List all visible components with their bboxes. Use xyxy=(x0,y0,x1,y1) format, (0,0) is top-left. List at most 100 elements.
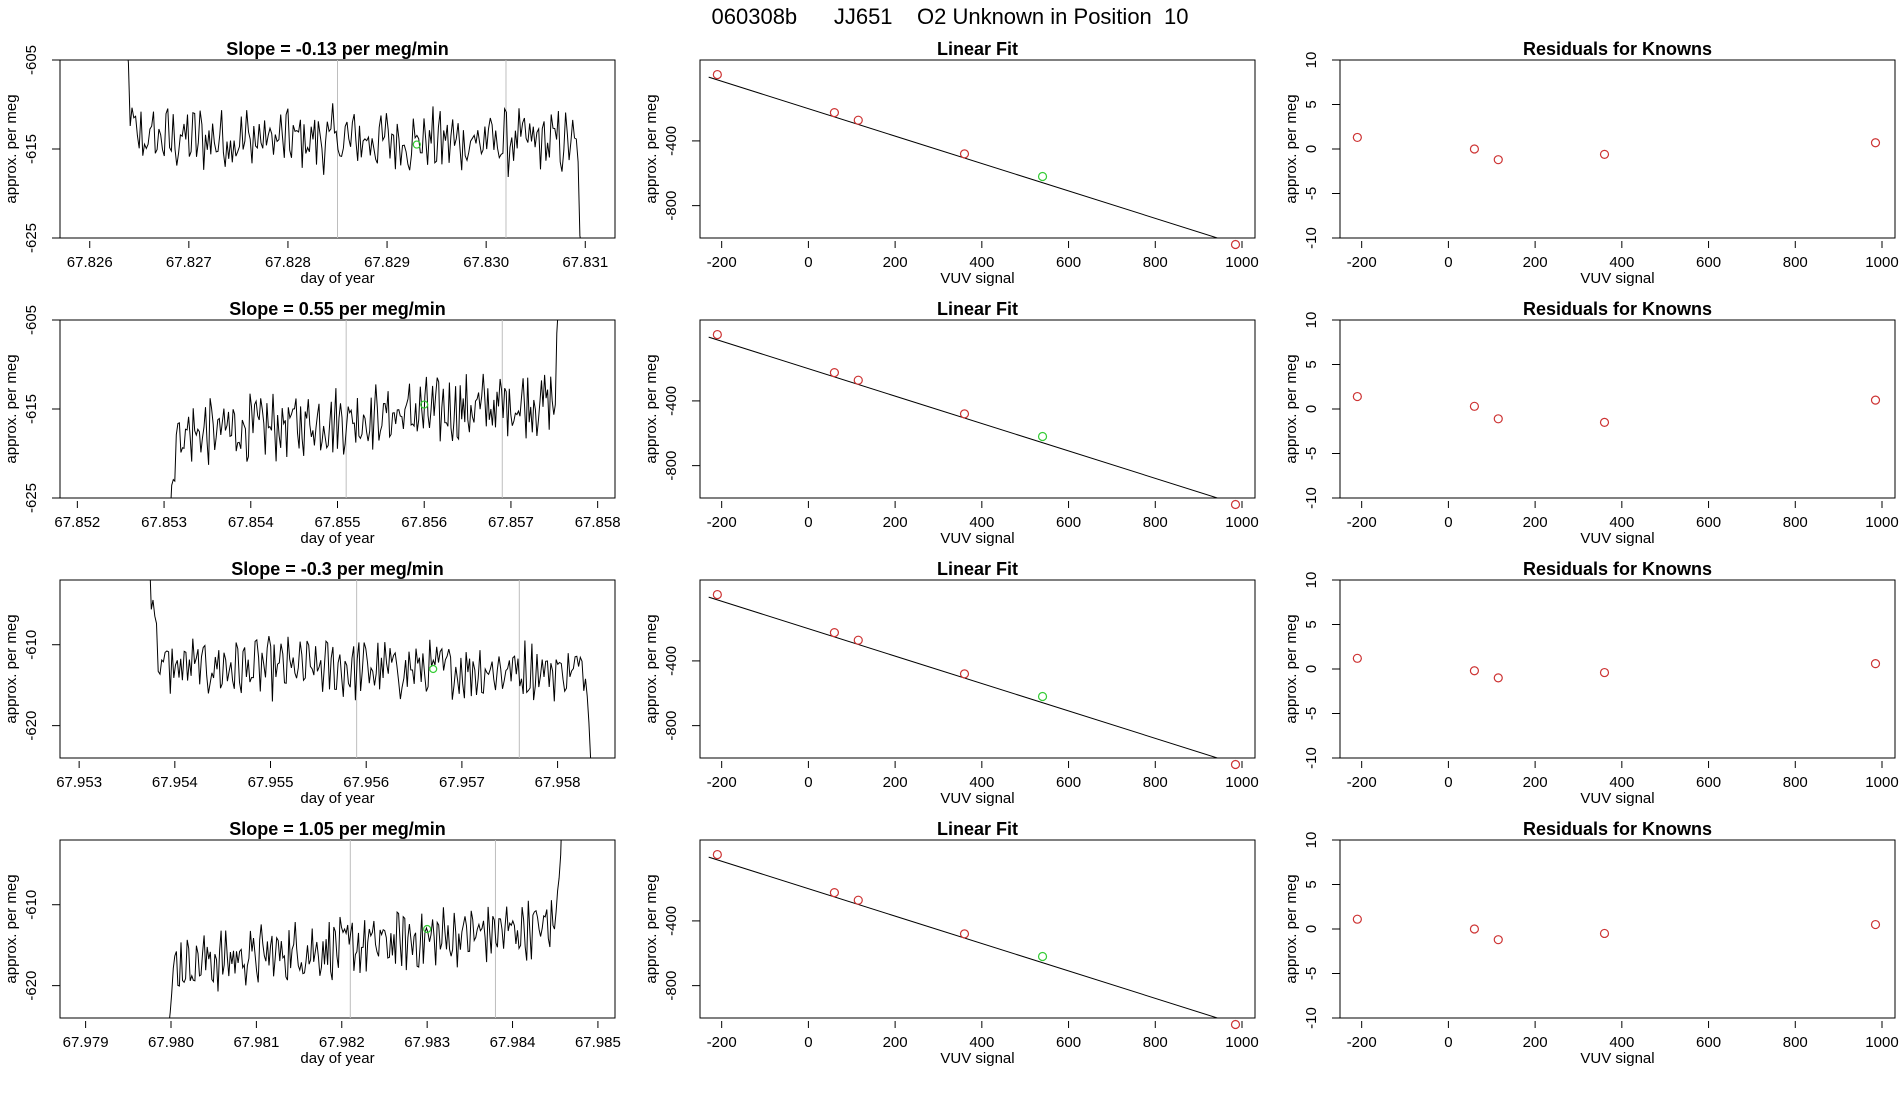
x-tick-label: 800 xyxy=(1143,1034,1168,1051)
x-axis-label: VUV signal xyxy=(940,270,1014,287)
y-tick-label: -10 xyxy=(1303,1007,1320,1029)
x-tick-label: 400 xyxy=(969,774,994,791)
x-tick-label: 200 xyxy=(1523,254,1548,271)
x-tick-label: 1000 xyxy=(1865,774,1898,791)
x-axis-label: VUV signal xyxy=(940,530,1014,547)
x-tick-label: 67.957 xyxy=(439,774,485,791)
y-tick-label: -400 xyxy=(663,646,680,676)
y-tick-label: 5 xyxy=(1303,100,1320,108)
y-tick-label: 5 xyxy=(1303,620,1320,628)
y-tick-label: 0 xyxy=(1303,665,1320,673)
known-point xyxy=(959,929,970,939)
y-axis-label: approx. per meg xyxy=(3,874,20,983)
x-tick-label: 800 xyxy=(1143,514,1168,531)
x-tick-label: 67.956 xyxy=(343,774,389,791)
plot-title: Residuals for Knowns xyxy=(1523,559,1712,579)
x-tick-label: 400 xyxy=(969,514,994,531)
x-tick-label: 1000 xyxy=(1865,1034,1898,1051)
residual-point xyxy=(1469,924,1480,934)
y-tick-label: -625 xyxy=(23,483,40,513)
x-tick-label: 0 xyxy=(804,774,812,791)
y-tick-label: -5 xyxy=(1303,707,1320,720)
fit-line xyxy=(708,336,1220,498)
plot-title: Linear Fit xyxy=(937,299,1018,319)
y-tick-label: -615 xyxy=(23,394,40,424)
x-axis-label: day of year xyxy=(300,790,374,807)
x-tick-label: 67.826 xyxy=(67,254,113,271)
unknown-point xyxy=(1037,171,1048,182)
x-axis-label: VUV signal xyxy=(1580,1050,1654,1067)
x-tick-label: 600 xyxy=(1056,1034,1081,1051)
y-tick-label: 0 xyxy=(1303,405,1320,413)
y-tick-label: 10 xyxy=(1303,572,1320,589)
y-tick-label: -5 xyxy=(1303,187,1320,200)
plot-frame xyxy=(59,839,616,1019)
x-tick-label: 67.981 xyxy=(233,1034,279,1051)
x-tick-label: 1000 xyxy=(1225,514,1258,531)
known-point xyxy=(712,849,722,860)
plot-frame xyxy=(1339,579,1896,759)
x-tick-label: 1000 xyxy=(1865,254,1898,271)
residual-point xyxy=(1870,919,1881,930)
x-tick-label: 67.958 xyxy=(535,774,581,791)
plot-frame xyxy=(59,319,616,499)
unknown-point xyxy=(1037,691,1048,702)
residual-point xyxy=(1599,417,1610,427)
x-tick-label: 67.855 xyxy=(315,514,361,531)
x-axis-label: VUV signal xyxy=(940,790,1014,807)
series-line xyxy=(127,60,581,238)
x-tick-label: 400 xyxy=(1609,254,1634,271)
x-tick-label: 0 xyxy=(1444,1034,1452,1051)
plot-frame xyxy=(699,59,1256,239)
plot-frame xyxy=(699,579,1256,759)
x-tick-label: 800 xyxy=(1783,774,1808,791)
x-tick-label: 200 xyxy=(883,254,908,271)
residual-point xyxy=(1599,667,1610,678)
x-tick-label: 800 xyxy=(1143,774,1168,791)
plot-frame xyxy=(59,579,616,759)
x-tick-label: 0 xyxy=(804,1034,812,1051)
x-tick-label: 0 xyxy=(804,514,812,531)
x-tick-label: 400 xyxy=(969,1034,994,1051)
x-axis-label: VUV signal xyxy=(1580,270,1654,287)
known-point xyxy=(1230,499,1241,510)
residual-point xyxy=(1599,928,1610,939)
residual-point xyxy=(1870,659,1881,669)
y-axis-label: approx. per meg xyxy=(643,354,660,463)
plot-frame xyxy=(1339,59,1896,239)
residual-point xyxy=(1493,673,1503,683)
x-tick-label: 400 xyxy=(969,254,994,271)
plot-title: Residuals for Knowns xyxy=(1523,39,1712,59)
x-tick-label: -200 xyxy=(707,514,737,531)
x-tick-label: 600 xyxy=(1696,254,1721,271)
fit-line xyxy=(708,76,1220,238)
y-tick-label: -5 xyxy=(1303,447,1320,460)
x-axis-label: VUV signal xyxy=(940,1050,1014,1067)
y-axis-label: approx. per meg xyxy=(3,94,20,203)
plot-title: Slope = -0.3 per meg/min xyxy=(231,559,444,579)
x-tick-label: 0 xyxy=(1444,254,1452,271)
y-tick-label: -800 xyxy=(663,971,680,1001)
known-point xyxy=(853,895,863,905)
plot-frame xyxy=(1339,839,1896,1019)
x-tick-label: 200 xyxy=(1523,1034,1548,1051)
y-tick-label: -620 xyxy=(23,711,40,741)
y-tick-label: 5 xyxy=(1303,360,1320,368)
x-tick-label: -200 xyxy=(1347,1034,1377,1051)
series-line xyxy=(170,320,559,498)
y-tick-label: -400 xyxy=(663,126,680,156)
residual-point xyxy=(1352,132,1362,143)
known-point xyxy=(829,367,840,378)
y-tick-label: -610 xyxy=(23,630,40,660)
x-tick-label: 67.856 xyxy=(401,514,447,531)
x-tick-label: 400 xyxy=(1609,1034,1634,1051)
y-tick-label: -625 xyxy=(23,223,40,253)
y-tick-label: -610 xyxy=(23,890,40,920)
unknown-point xyxy=(412,140,421,149)
x-tick-label: 600 xyxy=(1056,514,1081,531)
residual-point xyxy=(1469,666,1480,676)
x-tick-label: 67.830 xyxy=(463,254,509,271)
residual-point xyxy=(1493,155,1503,165)
known-point xyxy=(1230,239,1241,250)
